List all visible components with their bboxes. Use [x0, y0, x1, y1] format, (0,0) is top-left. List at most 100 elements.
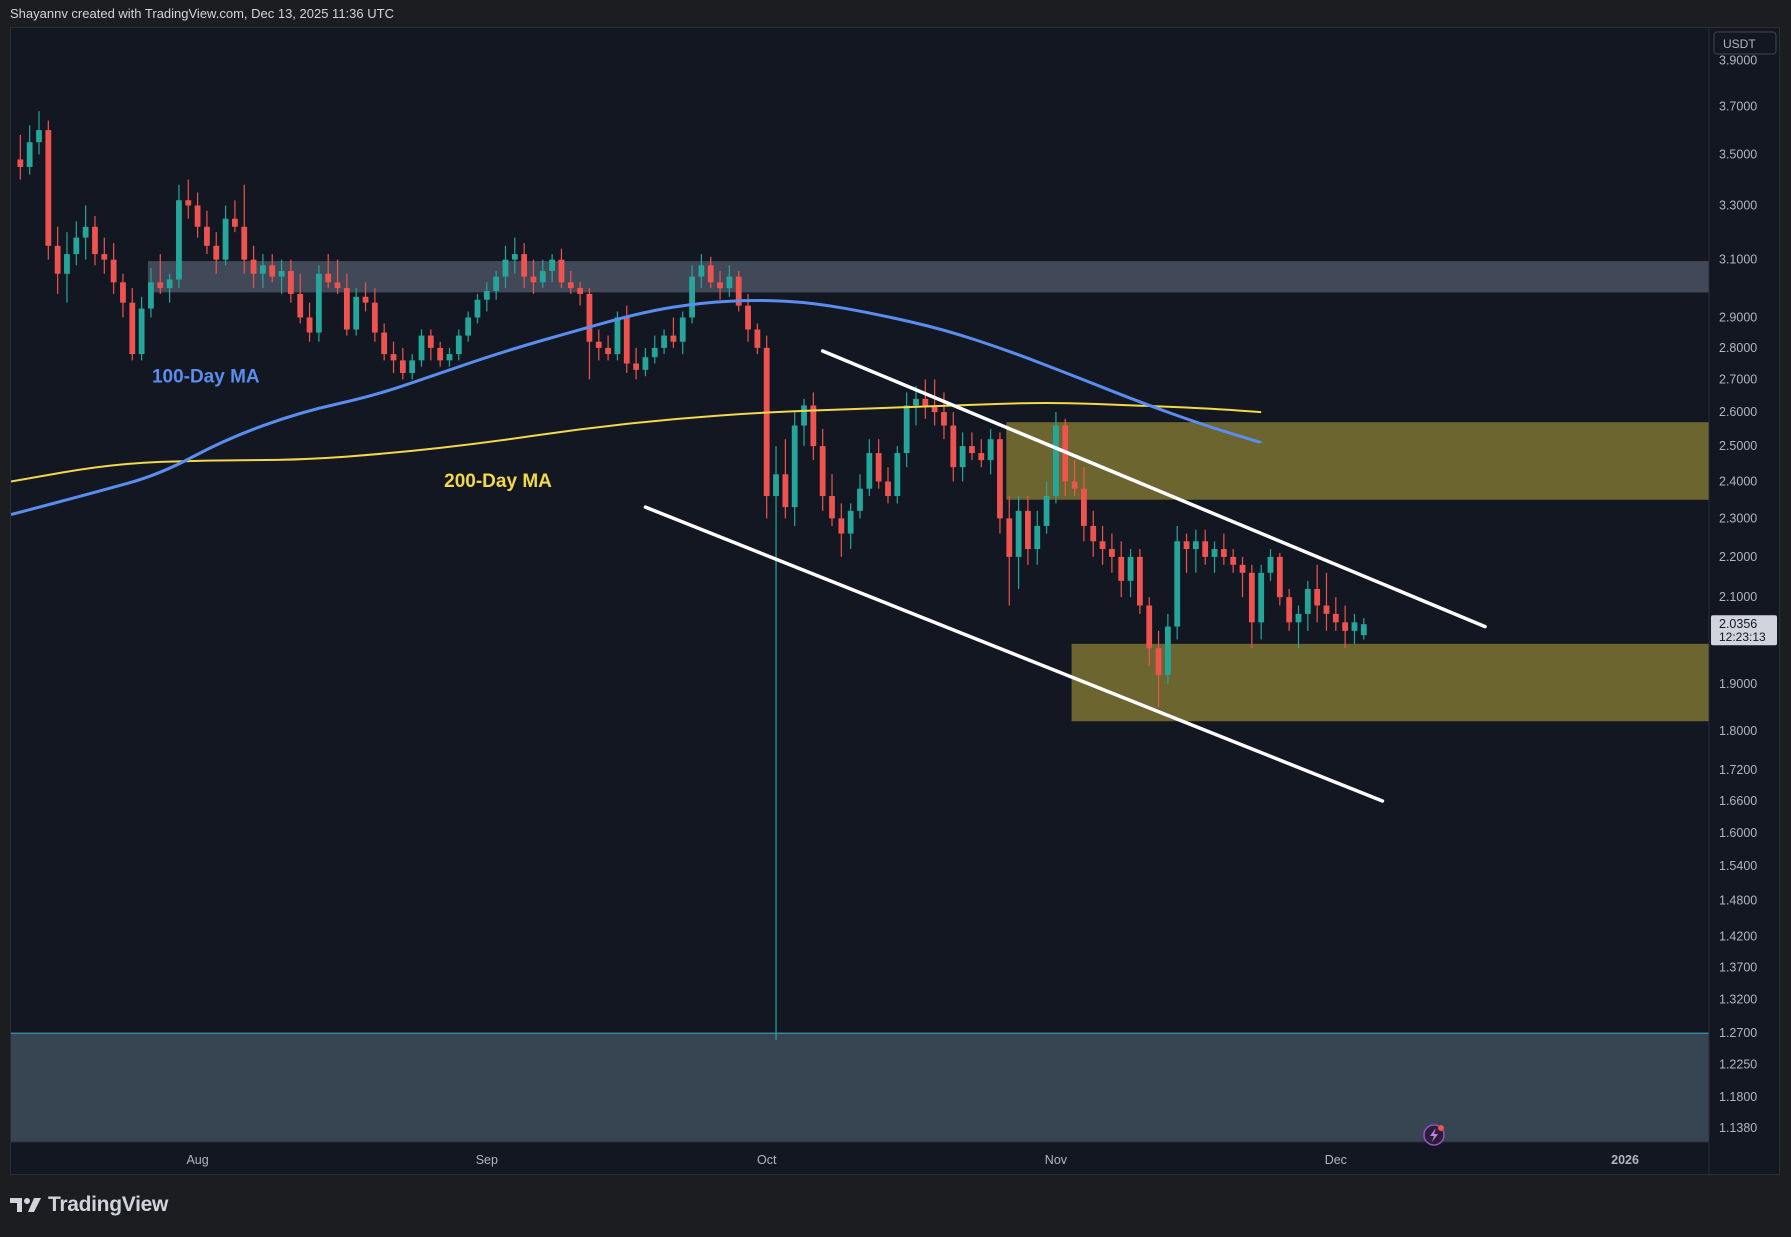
candle-body [1109, 549, 1115, 557]
candle-body [847, 510, 854, 534]
candle-body [204, 226, 210, 246]
candle [801, 398, 807, 447]
candle [1127, 549, 1134, 598]
price-axis: 3.9000 3.7000 3.5000 3.3000 3.1000 2.9000 2.80… [1719, 54, 1757, 1135]
candle [493, 270, 500, 300]
candle-body [306, 317, 313, 333]
chart-area[interactable]: 100-Day MA 200-Day MA 3.9000 3.7000 3.5000 3… [10, 27, 1780, 1176]
candle-body [819, 446, 826, 497]
candle-body [17, 159, 24, 167]
candle [847, 503, 854, 550]
candle-body [120, 282, 126, 303]
ma100-label: 100-Day MA [152, 367, 260, 388]
candle-body [726, 276, 733, 289]
candle [287, 259, 294, 303]
candle [819, 428, 826, 511]
candle [315, 265, 322, 342]
price-tick-label: 1.1800 [1719, 1090, 1757, 1104]
candle-body [1323, 605, 1330, 614]
candle-body [1239, 564, 1246, 573]
candle [129, 288, 136, 361]
candle-body [866, 453, 873, 489]
candle-body [64, 254, 70, 274]
lower-support-zone [11, 1033, 1709, 1142]
candle [1276, 552, 1283, 606]
candle-body [241, 226, 248, 260]
candle-body [511, 254, 518, 260]
price-tick-label: 2.9000 [1719, 310, 1757, 324]
candle [1239, 556, 1246, 598]
footer-brand: TradingView [48, 1193, 169, 1216]
candle [82, 205, 89, 260]
candle-body [502, 259, 509, 277]
candle [241, 184, 248, 274]
candle-body [931, 405, 938, 413]
candle-body [1360, 624, 1367, 636]
candle [1342, 605, 1349, 649]
candle [885, 467, 891, 504]
candle-body [353, 296, 360, 330]
candle-body [334, 282, 341, 289]
currency-badge[interactable]: USDT [1713, 31, 1777, 55]
candle [455, 329, 462, 361]
candle [661, 329, 667, 355]
price-tick-label: 1.3200 [1719, 993, 1757, 1007]
candle [1090, 510, 1097, 557]
footer: TradingView [10, 1193, 168, 1217]
candle-body [717, 282, 723, 289]
candle [353, 288, 360, 336]
candle-body [1276, 556, 1283, 598]
candle-body [250, 259, 257, 274]
upper-yellow-zone [1006, 422, 1709, 500]
price-tick-label: 1.6600 [1719, 794, 1757, 808]
candle-body [577, 288, 584, 294]
candle-body [950, 425, 957, 468]
candle [530, 259, 537, 294]
candle [381, 323, 388, 361]
candle-body [362, 296, 369, 303]
candle [1109, 533, 1115, 573]
candle [250, 245, 257, 289]
candle-body [997, 439, 1003, 519]
candle-body [1006, 518, 1013, 557]
candle [521, 243, 528, 289]
candle [474, 293, 481, 324]
price-tick-label: 2.1000 [1719, 590, 1757, 604]
candle [931, 379, 938, 426]
candle [362, 282, 369, 312]
candle-body [810, 405, 817, 447]
candle-body [987, 439, 994, 461]
price-tick-label: 1.6000 [1719, 826, 1757, 840]
price-tick-label: 2.7000 [1719, 372, 1757, 386]
candle [1332, 597, 1339, 631]
candle [549, 254, 556, 283]
candle-body [903, 405, 910, 454]
candle-body [381, 332, 388, 355]
candle [409, 354, 416, 380]
candle [1155, 630, 1162, 708]
candle-body [260, 265, 266, 274]
candle-body [1164, 626, 1171, 675]
candle-body [1136, 556, 1143, 606]
candle-body [1202, 541, 1209, 557]
candle-body [605, 347, 611, 355]
candle-body [1146, 605, 1153, 649]
candle-body [418, 335, 425, 361]
candle-body [707, 265, 714, 283]
price-tick-label: 1.4800 [1719, 893, 1757, 907]
candle [969, 432, 975, 461]
candle [679, 311, 686, 355]
candle-body [73, 237, 80, 255]
candle-body [1034, 525, 1041, 550]
candle [1015, 496, 1022, 589]
channel-upper-line [820, 349, 1487, 629]
candle [213, 232, 220, 274]
candle [577, 282, 584, 306]
candle-body [1314, 588, 1321, 606]
candle [204, 210, 210, 255]
indicator-icon[interactable] [1423, 1124, 1445, 1146]
candle-body [763, 347, 770, 497]
candle [1230, 549, 1237, 573]
candle [959, 432, 966, 482]
candle [17, 134, 24, 180]
